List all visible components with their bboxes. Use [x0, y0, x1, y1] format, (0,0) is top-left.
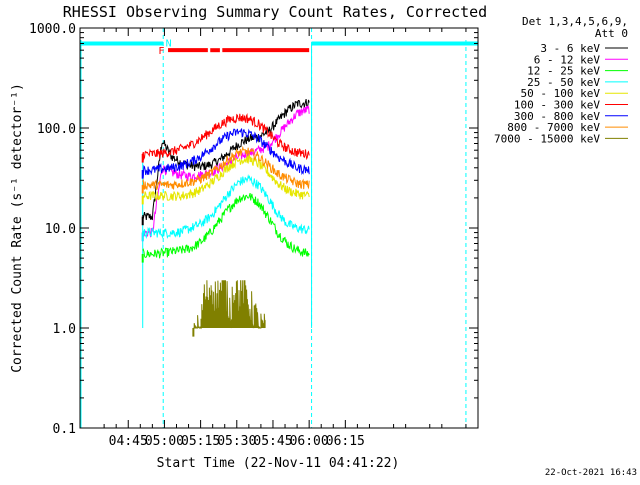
legend-label-3-6-kev: 3 - 6 keV [540, 42, 600, 55]
y-tick-label-2: 1.0 [53, 322, 76, 337]
x-axis-label: Start Time (22-Nov-11 04:41:22) [157, 456, 400, 471]
x-tick-label-3: 05:15 [181, 434, 220, 449]
legend-label-25-50-kev: 25 - 50 keV [527, 76, 600, 89]
flag-n-label: N [166, 38, 172, 49]
x-tick-label-6: 06:00 [290, 434, 329, 449]
legend-label-7000-15000-kev: 7000 - 15000 keV [494, 132, 600, 145]
y-axis-label: Corrected Count Rate (s⁻¹ detector⁻¹) [10, 83, 25, 373]
data-layer: NF [80, 28, 478, 428]
series-line-800-7000-kev [142, 145, 310, 191]
plot-frame [79, 27, 479, 429]
footer-date-stamp: 22-Oct-2021 16:43 [545, 468, 637, 478]
legend-header-line-2: Att 0 [595, 27, 628, 40]
series-line-50-100-kev [142, 153, 310, 202]
x-tick-label-2: 05:00 [145, 434, 184, 449]
legend-label-6-12-kev: 6 - 12 keV [534, 53, 601, 66]
y-tick-label-4: 100.0 [37, 122, 76, 137]
x-tick-label-5: 05:45 [253, 434, 292, 449]
chart-title: RHESSI Observing Summary Count Rates, Co… [63, 3, 487, 21]
series-line-25-50-kev [142, 174, 310, 240]
y-tick-label-3: 10.0 [45, 222, 76, 237]
legend-label-50-100-kev: 50 - 100 keV [521, 87, 601, 100]
legend-label-300-800-kev: 300 - 800 keV [514, 110, 600, 123]
legend-header-line-1: Det 1,3,4,5,6,9, [522, 15, 628, 28]
series-line-12-25-kev [142, 192, 310, 259]
series-line-300-800-kev [142, 127, 310, 177]
series-line-100-300-kev [142, 112, 310, 161]
x-tick-label-1: 04:45 [109, 434, 148, 449]
legend-label-100-300-kev: 100 - 300 keV [514, 99, 600, 112]
legend-label-12-25-kev: 12 - 25 keV [527, 65, 600, 78]
series-line-7000-15000-kev [193, 280, 266, 330]
x-tick-label-4: 05:30 [217, 434, 256, 449]
y-tick-label-1: 0.1 [53, 422, 76, 437]
legend-label-800-7000-kev: 800 - 7000 keV [507, 121, 600, 134]
flag-f-label: F [158, 46, 164, 57]
x-tick-label-7: 06:15 [326, 434, 365, 449]
y-tick-label-5: 1000.0 [29, 22, 76, 37]
